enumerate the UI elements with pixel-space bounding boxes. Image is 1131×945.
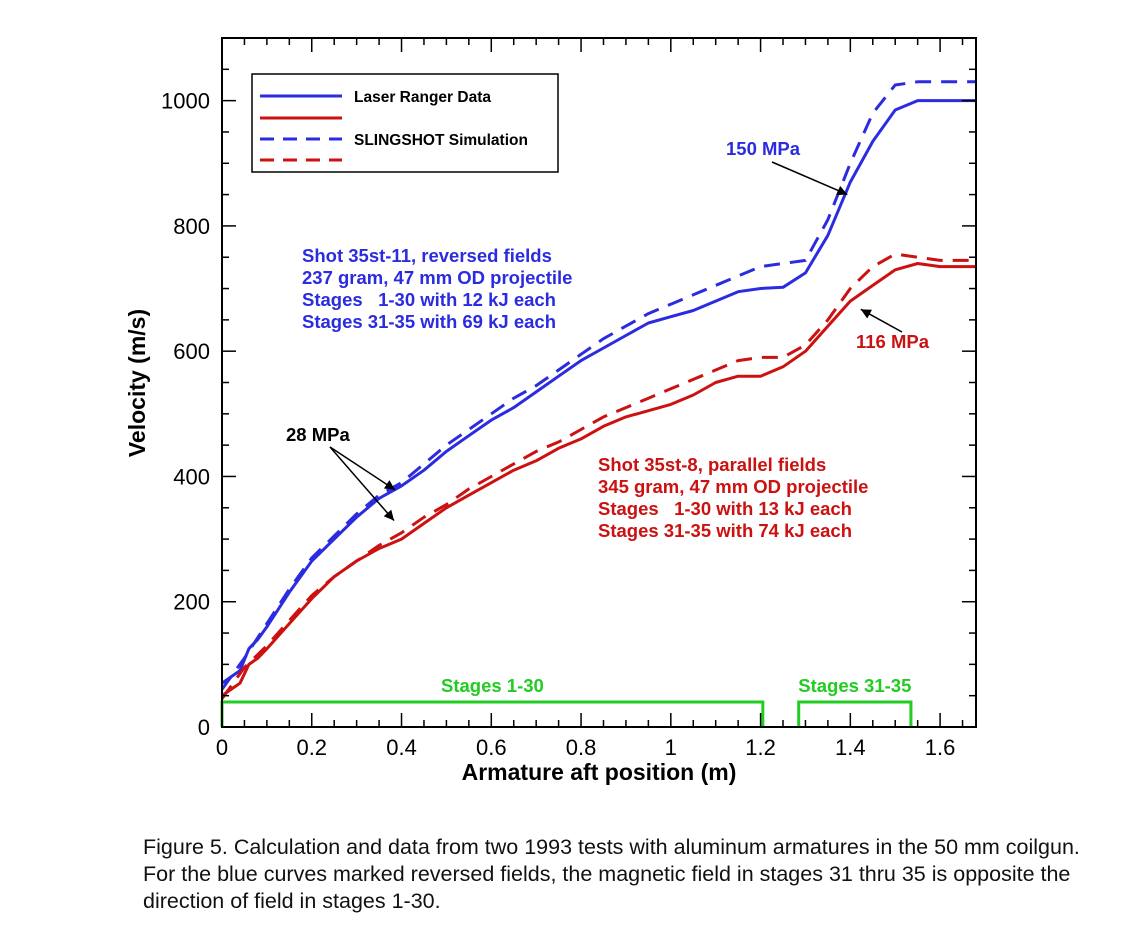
y-tick-label-1: 200	[173, 590, 210, 615]
axis-ticks	[221, 37, 976, 728]
x-tick-label-8: 1.6	[925, 735, 956, 760]
blue-shot-annotation: Shot 35st-11, reversed fields 237 gram, …	[302, 245, 572, 332]
x-tick-label-4: 0.8	[566, 735, 597, 760]
series-line-0	[221, 99, 976, 685]
x-tick-label-0: 0	[216, 735, 228, 760]
legend-label-laser: Laser Ranger Data	[354, 89, 491, 106]
y-tick-label-4: 800	[173, 214, 210, 239]
red-shot-line-2: 345 gram, 47 mm OD projectile	[598, 476, 868, 497]
blue-shot-line-4: Stages 31-35 with 69 kJ each	[302, 311, 556, 332]
y-tick-label-2: 400	[173, 464, 210, 489]
legend-label-simulation: SLINGSHOT Simulation	[354, 132, 528, 149]
red-shot-line-1: Shot 35st-8, parallel fields	[598, 454, 826, 475]
stage-bracket-label-1: Stages 31-35	[798, 675, 911, 696]
x-tick-label-2: 0.4	[386, 735, 417, 760]
low-pressure-label: 28 MPa	[286, 424, 350, 445]
x-axis-title: Armature aft position (m)	[462, 759, 737, 785]
arrow-116-mpa	[860, 308, 903, 333]
red-shot-annotation: Shot 35st-8, parallel fields 345 gram, 4…	[598, 454, 868, 541]
annotation-arrows	[329, 161, 903, 522]
axis-tick-labels: 0 0.2 0.4 0.6 0.8 1 1.2 1.4 1.6 0 200 400 600 800 1000	[161, 89, 955, 760]
x-tick-label-1: 0.2	[296, 735, 327, 760]
series-line-2	[220, 80, 976, 691]
red-shot-line-3: Stages 1-30 with 13 kJ each	[598, 498, 852, 519]
arrow-28-mpa-upper	[329, 446, 396, 491]
arrow-150-mpa	[771, 161, 848, 196]
blue-pressure-label: 150 MPa	[726, 138, 801, 159]
red-pressure-label: 116 MPa	[856, 331, 930, 352]
x-tick-label-6: 1.2	[745, 735, 776, 760]
series-line-1	[221, 262, 976, 697]
legend: Laser Ranger Data SLINGSHOT Simulation	[251, 73, 559, 173]
stage-bracket-label-0: Stages 1-30	[441, 675, 544, 696]
x-tick-label-7: 1.4	[835, 735, 866, 760]
stage-bracket-1	[797, 700, 913, 727]
blue-shot-line-3: Stages 1-30 with 12 kJ each	[302, 289, 556, 310]
y-axis-title: Velocity (m/s)	[124, 309, 150, 457]
x-tick-label-5: 1	[665, 735, 677, 760]
stage-brackets: Stages 1-30 Stages 31-35	[220, 675, 913, 727]
y-tick-label-0: 0	[198, 715, 210, 740]
y-tick-label-3: 600	[173, 339, 210, 364]
stage-bracket-0	[220, 700, 765, 727]
velocity-chart: Stages 1-30 Stages 31-35 0 0.2 0.4 0.6 0.8 1 1.…	[124, 37, 977, 785]
arrow-28-mpa-lower	[329, 446, 395, 522]
series-layer	[220, 80, 976, 700]
x-tick-label-3: 0.6	[476, 735, 507, 760]
legend-box	[251, 73, 559, 173]
red-shot-line-4: Stages 31-35 with 74 kJ each	[598, 520, 852, 541]
figure-caption: Figure 5. Calculation and data from two …	[143, 835, 1080, 913]
blue-shot-line-1: Shot 35st-11, reversed fields	[302, 245, 552, 266]
blue-shot-line-2: 237 gram, 47 mm OD projectile	[302, 267, 572, 288]
y-tick-label-5: 1000	[161, 89, 210, 114]
